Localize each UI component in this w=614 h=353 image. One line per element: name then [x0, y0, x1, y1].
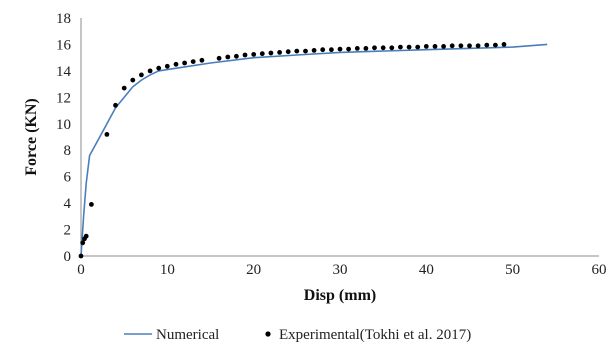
experimental-data-point	[432, 44, 438, 49]
x-tick-label: 10	[160, 262, 175, 278]
experimental-data-point	[493, 42, 498, 48]
y-tick-label: 12	[56, 90, 71, 106]
legend-label-experimental: Experimental(Tokhi et al. 2017)	[279, 327, 471, 343]
x-tick-label: 20	[246, 262, 261, 278]
y-tick-label: 2	[64, 223, 72, 239]
axis-labels: Disp (mm) Force (KN)	[23, 98, 376, 304]
experimental-data-point	[182, 60, 188, 66]
experimental-data-point	[234, 53, 239, 59]
legend-marker-swatch	[265, 331, 271, 337]
experimental-data-point	[225, 54, 231, 60]
experimental-data-point	[89, 202, 94, 207]
experimental-data-point	[398, 44, 403, 50]
y-tick-label: 18	[56, 11, 71, 27]
plot-area	[78, 42, 548, 259]
experimental-data-point	[449, 43, 455, 49]
y-tick-label: 10	[56, 117, 71, 133]
experimental-data-point	[130, 77, 136, 83]
experimental-data-point	[251, 52, 257, 57]
experimental-data-point	[475, 43, 481, 49]
y-tick-label: 16	[56, 37, 72, 53]
experimental-data-point	[372, 45, 377, 51]
numerical-series-line	[80, 43, 548, 257]
experimental-data-point	[147, 68, 153, 74]
experimental-data-point	[173, 61, 179, 67]
experimental-data-point	[216, 55, 222, 61]
y-tick-label: 8	[64, 143, 72, 159]
experimental-data-point	[354, 46, 360, 51]
experimental-data-point	[329, 47, 334, 53]
x-tick-label: 30	[333, 262, 348, 278]
y-tick-label: 0	[64, 249, 72, 265]
experimental-data-point	[259, 51, 265, 57]
y-tick-label: 14	[56, 64, 72, 80]
experimental-data-point	[320, 47, 326, 53]
experimental-data-point	[415, 44, 421, 50]
legend: Numerical Experimental(Tokhi et al. 2017…	[124, 327, 471, 343]
experimental-data-point	[277, 50, 282, 55]
experimental-data-point	[83, 233, 89, 239]
experimental-data-point	[423, 44, 429, 49]
x-tick-label: 40	[419, 262, 434, 278]
experimental-data-point	[78, 253, 84, 259]
experimental-data-point	[346, 46, 351, 52]
experimental-data-point	[285, 49, 291, 55]
x-axis-title: Disp (mm)	[304, 287, 376, 304]
y-tick-label: 6	[64, 170, 72, 186]
experimental-data-point	[458, 43, 464, 49]
legend-label-numerical: Numerical	[156, 327, 219, 343]
experimental-data-point	[242, 52, 248, 58]
experimental-data-point	[294, 48, 300, 54]
x-tick-label: 60	[592, 262, 607, 278]
experimental-data-point	[164, 63, 170, 69]
experimental-data-point	[156, 65, 162, 71]
experimental-data-point	[337, 46, 343, 52]
axes: 0 10 20 30 40 50 60 0 2 4 6 8 10 12 14 16 18	[56, 11, 607, 278]
experimental-data-point	[199, 57, 205, 63]
experimental-data-point	[389, 45, 395, 51]
x-tick-label: 0	[77, 262, 85, 278]
experimental-data-point	[303, 48, 308, 54]
experimental-data-point	[467, 43, 472, 49]
experimental-data-point	[268, 50, 274, 56]
experimental-data-point	[113, 102, 118, 108]
experimental-data-point	[80, 240, 86, 246]
experimental-data-point	[380, 45, 386, 51]
y-axis-title: Force (KN)	[23, 98, 40, 175]
experimental-data-point	[104, 132, 110, 137]
y-tick-label: 4	[64, 196, 72, 212]
x-tick-label: 50	[505, 262, 520, 278]
experimental-data-point	[484, 42, 490, 48]
experimental-data-point	[363, 46, 369, 51]
experimental-data-point	[406, 44, 412, 50]
experimental-data-point	[441, 44, 446, 49]
experimental-data-point	[121, 85, 127, 91]
experimental-data-point	[190, 59, 196, 64]
experimental-data-point	[139, 72, 144, 78]
experimental-data-point	[501, 42, 507, 47]
experimental-data-point	[311, 48, 317, 53]
